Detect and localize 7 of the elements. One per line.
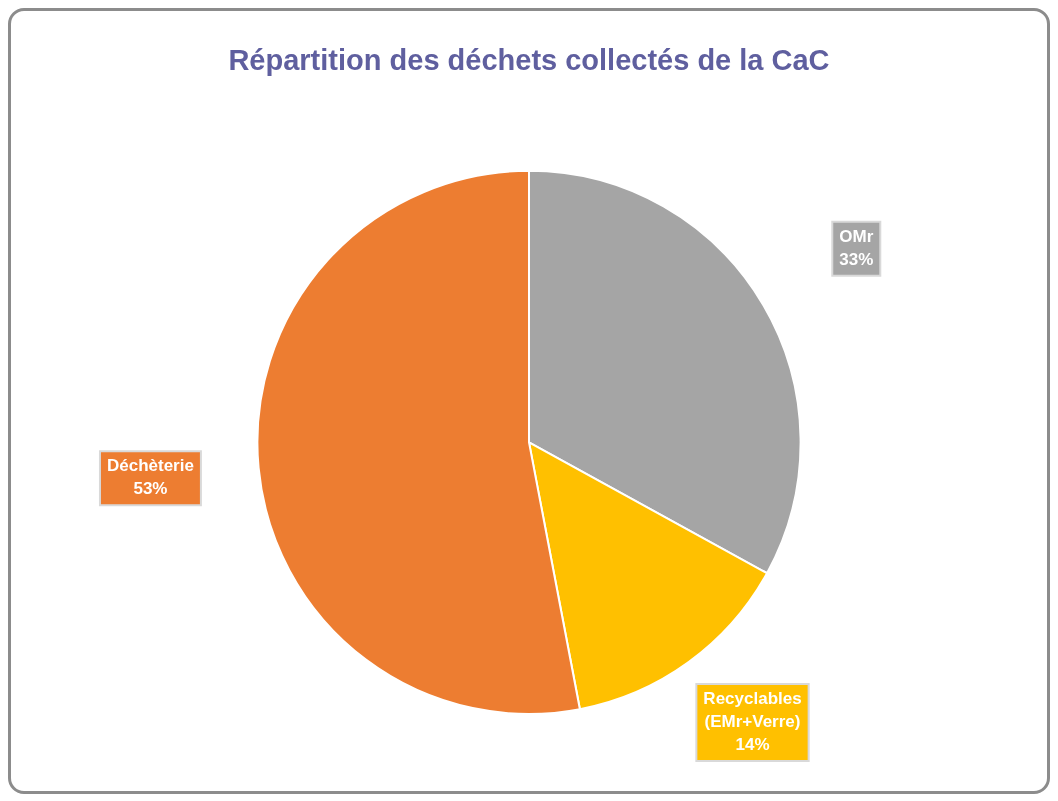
data-label: 33%: [839, 250, 874, 270]
slice-label: Déchèterie: [106, 456, 194, 476]
chart-title: Répartition des déchets collectés de la CaC: [228, 44, 830, 77]
data-label: 14%: [735, 735, 770, 755]
slice-label: OMr: [839, 227, 874, 247]
slice-label: Recyclables (EMr+Verre): [703, 689, 802, 732]
data-label: 53%: [133, 479, 168, 499]
